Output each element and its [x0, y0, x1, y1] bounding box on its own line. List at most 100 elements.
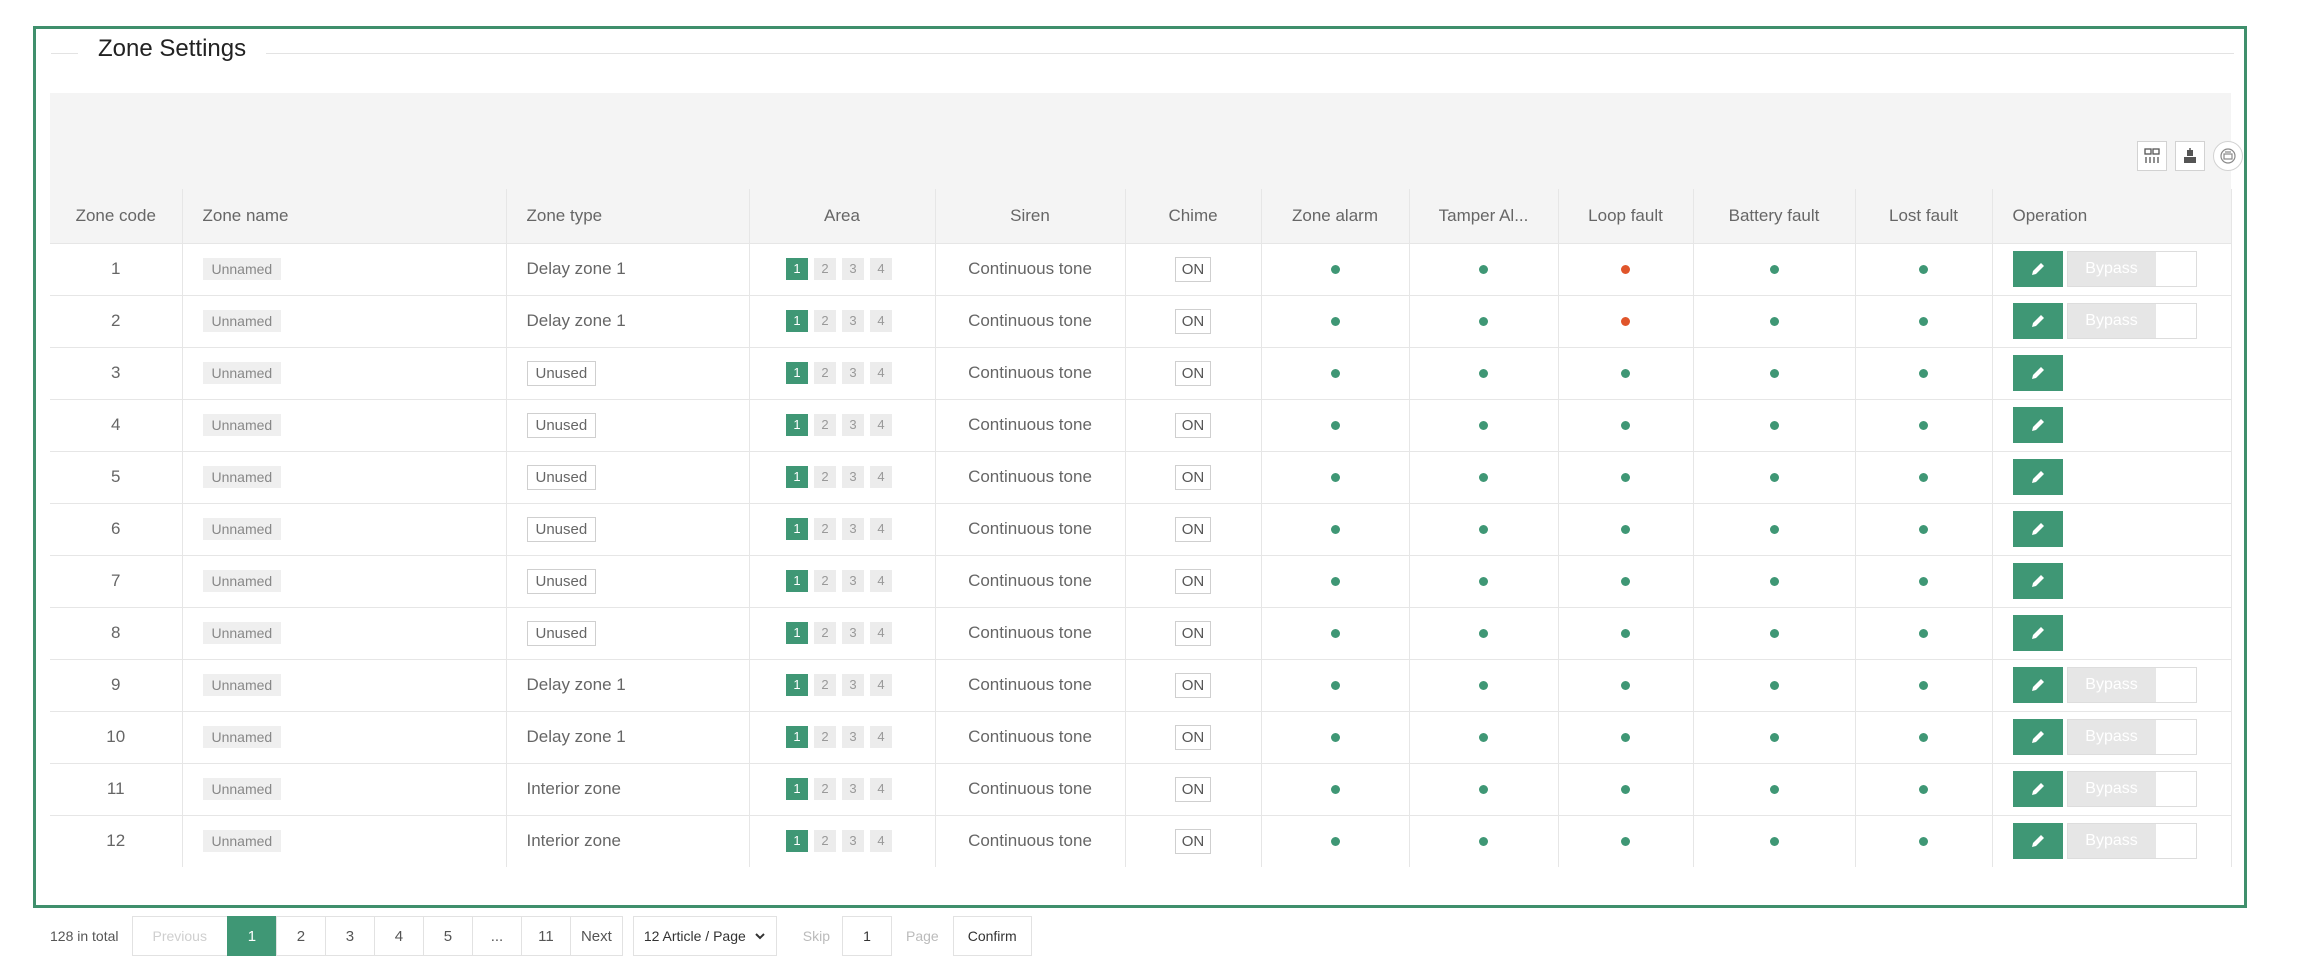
area-chip-1[interactable]: 1	[786, 830, 808, 853]
page-button-4[interactable]: 4	[373, 916, 424, 956]
area-chip-3[interactable]: 3	[842, 726, 864, 748]
area-chip-2[interactable]: 2	[814, 622, 836, 644]
area-chip-1[interactable]: 1	[786, 362, 808, 384]
area-chip-3[interactable]: 3	[842, 362, 864, 384]
area-chip-1[interactable]: 1	[786, 466, 808, 488]
edit-button[interactable]	[2012, 667, 2063, 703]
page-button-2[interactable]: 2	[275, 916, 326, 956]
edit-button[interactable]	[2012, 563, 2063, 599]
bypass-toggle[interactable]: Bypass	[2066, 719, 2197, 755]
col-header-lost-fault[interactable]: Lost fault	[1855, 189, 1993, 243]
area-chip-2[interactable]: 2	[814, 414, 836, 436]
area-chip-2[interactable]: 2	[814, 310, 836, 332]
area-chip-4[interactable]: 4	[870, 258, 892, 280]
area-chip-2[interactable]: 2	[814, 258, 836, 280]
edit-button[interactable]	[2012, 251, 2063, 287]
area-chip-4[interactable]: 4	[870, 362, 892, 384]
col-header-area[interactable]: Area	[749, 189, 936, 243]
area-chip-4[interactable]: 4	[870, 310, 892, 332]
col-header-zone-code[interactable]: Zone code	[50, 189, 183, 243]
area-chip-1[interactable]: 1	[786, 414, 808, 436]
col-header-siren[interactable]: Siren	[935, 189, 1126, 243]
area-chip-3[interactable]: 3	[842, 518, 864, 540]
area-chip-1[interactable]: 1	[786, 778, 808, 800]
area-chip-3[interactable]: 3	[842, 310, 864, 332]
chime-on-box[interactable]: ON	[1174, 620, 1212, 646]
edit-button[interactable]	[2012, 407, 2063, 443]
area-chip-4[interactable]: 4	[870, 570, 892, 592]
page-button-1[interactable]: 1	[226, 916, 277, 956]
area-chip-4[interactable]: 4	[870, 674, 892, 696]
edit-button[interactable]	[2012, 355, 2063, 391]
area-chip-1[interactable]: 1	[786, 258, 808, 280]
confirm-button[interactable]: Confirm	[952, 916, 1032, 956]
edit-button[interactable]	[2012, 823, 2063, 860]
col-header-battery-fault[interactable]: Battery fault	[1693, 189, 1856, 243]
col-header-tamper-alarm[interactable]: Tamper Al...	[1409, 189, 1559, 243]
col-header-loop-fault[interactable]: Loop fault	[1558, 189, 1694, 243]
edit-button[interactable]	[2012, 719, 2063, 755]
col-header-zone-name[interactable]: Zone name	[182, 189, 507, 243]
chime-on-box[interactable]: ON	[1174, 308, 1212, 334]
chime-on-box[interactable]: ON	[1174, 776, 1212, 802]
chime-on-box[interactable]: ON	[1174, 360, 1212, 386]
bypass-toggle[interactable]: Bypass	[2066, 303, 2197, 339]
area-chip-3[interactable]: 3	[842, 778, 864, 800]
area-chip-4[interactable]: 4	[870, 466, 892, 488]
area-chip-3[interactable]: 3	[842, 466, 864, 488]
columns-icon[interactable]	[2137, 141, 2167, 171]
area-chip-3[interactable]: 3	[842, 674, 864, 696]
area-chip-2[interactable]: 2	[814, 674, 836, 696]
area-chip-3[interactable]: 3	[842, 414, 864, 436]
bypass-toggle[interactable]: Bypass	[2066, 667, 2197, 703]
page-button-11[interactable]: 11	[520, 916, 571, 956]
area-chip-1[interactable]: 1	[786, 518, 808, 540]
edit-button[interactable]	[2012, 303, 2063, 339]
area-chip-2[interactable]: 2	[814, 466, 836, 488]
area-chip-3[interactable]: 3	[842, 258, 864, 280]
page-button-3[interactable]: 3	[324, 916, 375, 956]
print-icon[interactable]	[2213, 141, 2243, 171]
area-chip-2[interactable]: 2	[814, 726, 836, 748]
page-jump-input[interactable]: 1	[842, 916, 892, 956]
area-chip-4[interactable]: 4	[870, 518, 892, 540]
bypass-toggle[interactable]: Bypass	[2066, 771, 2197, 807]
chime-on-box[interactable]: ON	[1174, 828, 1212, 854]
page-size-select[interactable]: 12 Article / Page	[632, 916, 777, 956]
area-chip-2[interactable]: 2	[814, 570, 836, 592]
col-header-zone-type[interactable]: Zone type	[506, 189, 750, 243]
edit-button[interactable]	[2012, 615, 2063, 651]
area-chip-1[interactable]: 1	[786, 674, 808, 696]
area-chip-3[interactable]: 3	[842, 570, 864, 592]
page-button-5[interactable]: 5	[422, 916, 473, 956]
edit-button[interactable]	[2012, 459, 2063, 495]
chime-on-box[interactable]: ON	[1174, 256, 1212, 282]
area-chip-1[interactable]: 1	[786, 570, 808, 592]
next-page-button[interactable]: Next	[569, 916, 623, 956]
area-chip-1[interactable]: 1	[786, 622, 808, 644]
chime-on-box[interactable]: ON	[1174, 412, 1212, 438]
area-chip-1[interactable]: 1	[786, 310, 808, 332]
chime-on-box[interactable]: ON	[1174, 568, 1212, 594]
bypass-toggle[interactable]: Bypass	[2066, 251, 2197, 287]
previous-page-button[interactable]: Previous	[131, 916, 228, 956]
area-chip-4[interactable]: 4	[870, 622, 892, 644]
chime-on-box[interactable]: ON	[1174, 464, 1212, 490]
area-chip-2[interactable]: 2	[814, 518, 836, 540]
area-chip-2[interactable]: 2	[814, 830, 836, 853]
area-chip-2[interactable]: 2	[814, 362, 836, 384]
chime-on-box[interactable]: ON	[1174, 516, 1212, 542]
area-chip-3[interactable]: 3	[842, 830, 864, 853]
chime-on-box[interactable]: ON	[1174, 672, 1212, 698]
edit-button[interactable]	[2012, 511, 2063, 547]
area-chip-4[interactable]: 4	[870, 830, 892, 853]
export-icon[interactable]	[2175, 141, 2205, 171]
area-chip-2[interactable]: 2	[814, 778, 836, 800]
area-chip-4[interactable]: 4	[870, 414, 892, 436]
area-chip-3[interactable]: 3	[842, 622, 864, 644]
bypass-toggle[interactable]: Bypass	[2066, 823, 2197, 860]
area-chip-1[interactable]: 1	[786, 726, 808, 748]
col-header-chime[interactable]: Chime	[1125, 189, 1262, 243]
chime-on-box[interactable]: ON	[1174, 724, 1212, 750]
edit-button[interactable]	[2012, 771, 2063, 807]
